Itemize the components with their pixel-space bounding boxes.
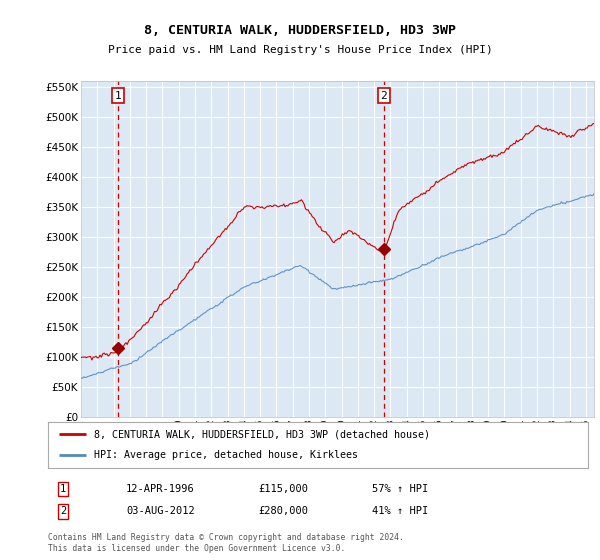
- Text: HPI: Average price, detached house, Kirklees: HPI: Average price, detached house, Kirk…: [94, 450, 358, 460]
- Text: Contains HM Land Registry data © Crown copyright and database right 2024.
This d: Contains HM Land Registry data © Crown c…: [48, 534, 404, 553]
- Text: 41% ↑ HPI: 41% ↑ HPI: [372, 506, 428, 516]
- Text: £280,000: £280,000: [258, 506, 308, 516]
- Text: £115,000: £115,000: [258, 484, 308, 494]
- Text: 12-APR-1996: 12-APR-1996: [126, 484, 195, 494]
- Text: 8, CENTURIA WALK, HUDDERSFIELD, HD3 3WP: 8, CENTURIA WALK, HUDDERSFIELD, HD3 3WP: [144, 24, 456, 38]
- Text: 03-AUG-2012: 03-AUG-2012: [126, 506, 195, 516]
- Text: 1: 1: [60, 484, 66, 494]
- Text: Price paid vs. HM Land Registry's House Price Index (HPI): Price paid vs. HM Land Registry's House …: [107, 45, 493, 55]
- Text: 57% ↑ HPI: 57% ↑ HPI: [372, 484, 428, 494]
- Text: 8, CENTURIA WALK, HUDDERSFIELD, HD3 3WP (detached house): 8, CENTURIA WALK, HUDDERSFIELD, HD3 3WP …: [94, 429, 430, 439]
- Text: 2: 2: [60, 506, 66, 516]
- Text: 2: 2: [380, 91, 387, 101]
- Text: 1: 1: [115, 91, 122, 101]
